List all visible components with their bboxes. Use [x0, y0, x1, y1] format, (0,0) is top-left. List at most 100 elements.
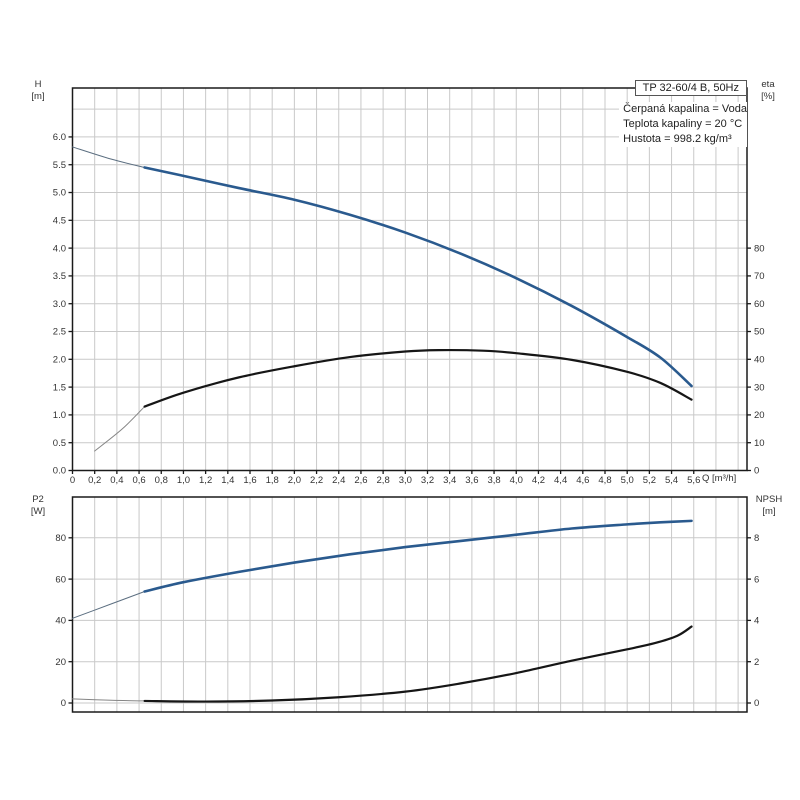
x-tick-label: 5,0 — [621, 475, 634, 486]
p2-axis-symbol: P2 — [32, 494, 44, 505]
x-tick-label: 2,0 — [288, 475, 301, 486]
left-tick-label: 0.5 — [53, 438, 66, 449]
left-tick-label: 0.0 — [53, 466, 66, 477]
head-eta-chart: 0.00.51.01.52.02.53.03.54.04.55.05.56.00… — [53, 87, 765, 486]
x-tick-label: 0,8 — [155, 475, 168, 486]
npsh-curve-lead — [72, 698, 146, 702]
x-tick-label: 0,4 — [110, 475, 123, 486]
p2-curve — [143, 519, 693, 593]
right-tick-label: 30 — [754, 382, 765, 393]
plot-border — [71, 496, 748, 713]
x-tick-label: 3,2 — [421, 475, 434, 486]
h-axis-header: H [m] — [24, 79, 52, 103]
x-tick-label: 5,4 — [665, 475, 678, 486]
left-tick-label: 4.0 — [53, 243, 66, 254]
right-tick-label: 2 — [754, 657, 759, 668]
p2-axis-unit: [W] — [30, 506, 46, 517]
x-tick-label: 1,0 — [177, 475, 190, 486]
right-tick-label: 8 — [754, 533, 759, 544]
left-tick-label: 5.0 — [53, 188, 66, 199]
p2-axis-header: P2 [W] — [24, 494, 52, 518]
left-tick-label: 60 — [55, 574, 66, 585]
left-tick-label: 2.0 — [53, 355, 66, 366]
pumped-liquid-line: Čerpaná kapalina = Voda — [623, 103, 747, 115]
left-tick-label: 6.0 — [53, 132, 66, 143]
x-tick-label: 5,2 — [643, 475, 656, 486]
h-axis-symbol: H — [34, 79, 42, 90]
left-tick-label: 80 — [55, 533, 66, 544]
right-tick-label: 0 — [754, 466, 759, 477]
npsh-axis-header: NPSH [m] — [748, 494, 790, 518]
x-tick-label: 4,0 — [510, 475, 523, 486]
npsh-axis-unit: [m] — [762, 506, 776, 517]
x-tick-label: 3,4 — [443, 475, 456, 486]
eta-axis-header: eta [%] — [752, 79, 784, 103]
left-tick-label: 3.5 — [53, 271, 66, 282]
npsh-curve — [143, 625, 693, 703]
right-tick-label: 6 — [754, 574, 759, 585]
liquid-temperature-line: Teplota kapaliny = 20 °C — [623, 118, 743, 130]
right-tick-label: 60 — [754, 299, 765, 310]
x-tick-label: 4,6 — [576, 475, 589, 486]
x-tick-label: 4,4 — [554, 475, 567, 486]
eta-axis-unit: [%] — [761, 91, 775, 102]
x-tick-label: 2,2 — [310, 475, 323, 486]
q-axis-unit-label: Q [m³/h] — [702, 473, 737, 484]
right-tick-label: 40 — [754, 355, 765, 366]
eta-curve — [143, 348, 693, 408]
left-tick-label: 0 — [61, 698, 66, 709]
p2-npsh-chart: 0 20 40 60 80 0 2 4 6 8 — [55, 496, 759, 713]
right-tick-label: 4 — [754, 616, 759, 627]
x-tick-label: 3,0 — [399, 475, 412, 486]
x-tick-label: 2,6 — [354, 475, 367, 486]
x-tick-label: 3,6 — [465, 475, 478, 486]
liquid-info-block: Čerpaná kapalina = Voda Teplota kapaliny… — [619, 102, 747, 147]
x-tick-label: 1,2 — [199, 475, 212, 486]
left-tick-label: 1.5 — [53, 382, 66, 393]
x-tick-label: 1,6 — [243, 475, 256, 486]
left-axis: 0 20 40 60 80 — [55, 533, 73, 709]
x-tick-label: 1,4 — [221, 475, 234, 486]
grid — [72, 88, 747, 471]
npsh-axis-symbol: NPSH — [755, 494, 783, 505]
p2-curve-lead — [72, 590, 146, 619]
right-tick-label: 0 — [754, 698, 759, 709]
x-tick-label: 3,8 — [487, 475, 500, 486]
right-tick-label: 10 — [754, 438, 765, 449]
right-tick-label: 50 — [754, 327, 765, 338]
x-tick-label: 4,8 — [598, 475, 611, 486]
density-line: Hustota = 998.2 kg/m³ — [623, 133, 732, 145]
left-tick-label: 3.0 — [53, 299, 66, 310]
right-tick-label: 20 — [754, 410, 765, 421]
x-tick-label: 5,6 — [687, 475, 700, 486]
x-tick-label: 4,2 — [532, 475, 545, 486]
eta-curve-lead — [94, 406, 146, 452]
eta-axis-symbol: eta — [761, 79, 775, 90]
grid — [72, 497, 747, 712]
right-axis: 0 2 4 6 8 — [747, 533, 759, 709]
left-tick-label: 2.5 — [53, 327, 66, 338]
left-tick-label: 1.0 — [53, 410, 66, 421]
head-curve — [143, 166, 693, 388]
x-axis: 0 0,2 0,4 0,6 0,8 1,0 1,2 1,4 1,6 1,8 2,0 2,2 2,4 2,6… — [70, 470, 700, 486]
left-tick-label: 4.5 — [53, 216, 66, 227]
x-tick-label: 0,2 — [88, 475, 101, 486]
left-tick-label: 20 — [55, 657, 66, 668]
head-curve-lead — [72, 146, 146, 168]
right-tick-label: 80 — [754, 243, 765, 254]
x-tick-label: 2,4 — [332, 475, 345, 486]
h-axis-unit: [m] — [31, 91, 45, 102]
x-tick-label: 0 — [70, 475, 75, 486]
right-tick-label: 70 — [754, 271, 765, 282]
x-tick-label: 0,6 — [132, 475, 145, 486]
x-tick-label: 2,8 — [377, 475, 390, 486]
left-axis: 0.0 0.5 1.0 1.5 2.0 2.5 3.0 3.5 4.0 4.5 5.0 5.5 6.0 — [53, 132, 73, 477]
x-tick-label: 1,8 — [266, 475, 279, 486]
left-tick-label: 40 — [55, 616, 66, 627]
right-axis: 0 10 20 30 40 50 60 70 80 — [747, 243, 765, 477]
left-tick-label: 5.5 — [53, 160, 66, 171]
pump-model-title: TP 32-60/4 B, 50Hz — [634, 80, 747, 96]
plot-border — [71, 87, 748, 472]
